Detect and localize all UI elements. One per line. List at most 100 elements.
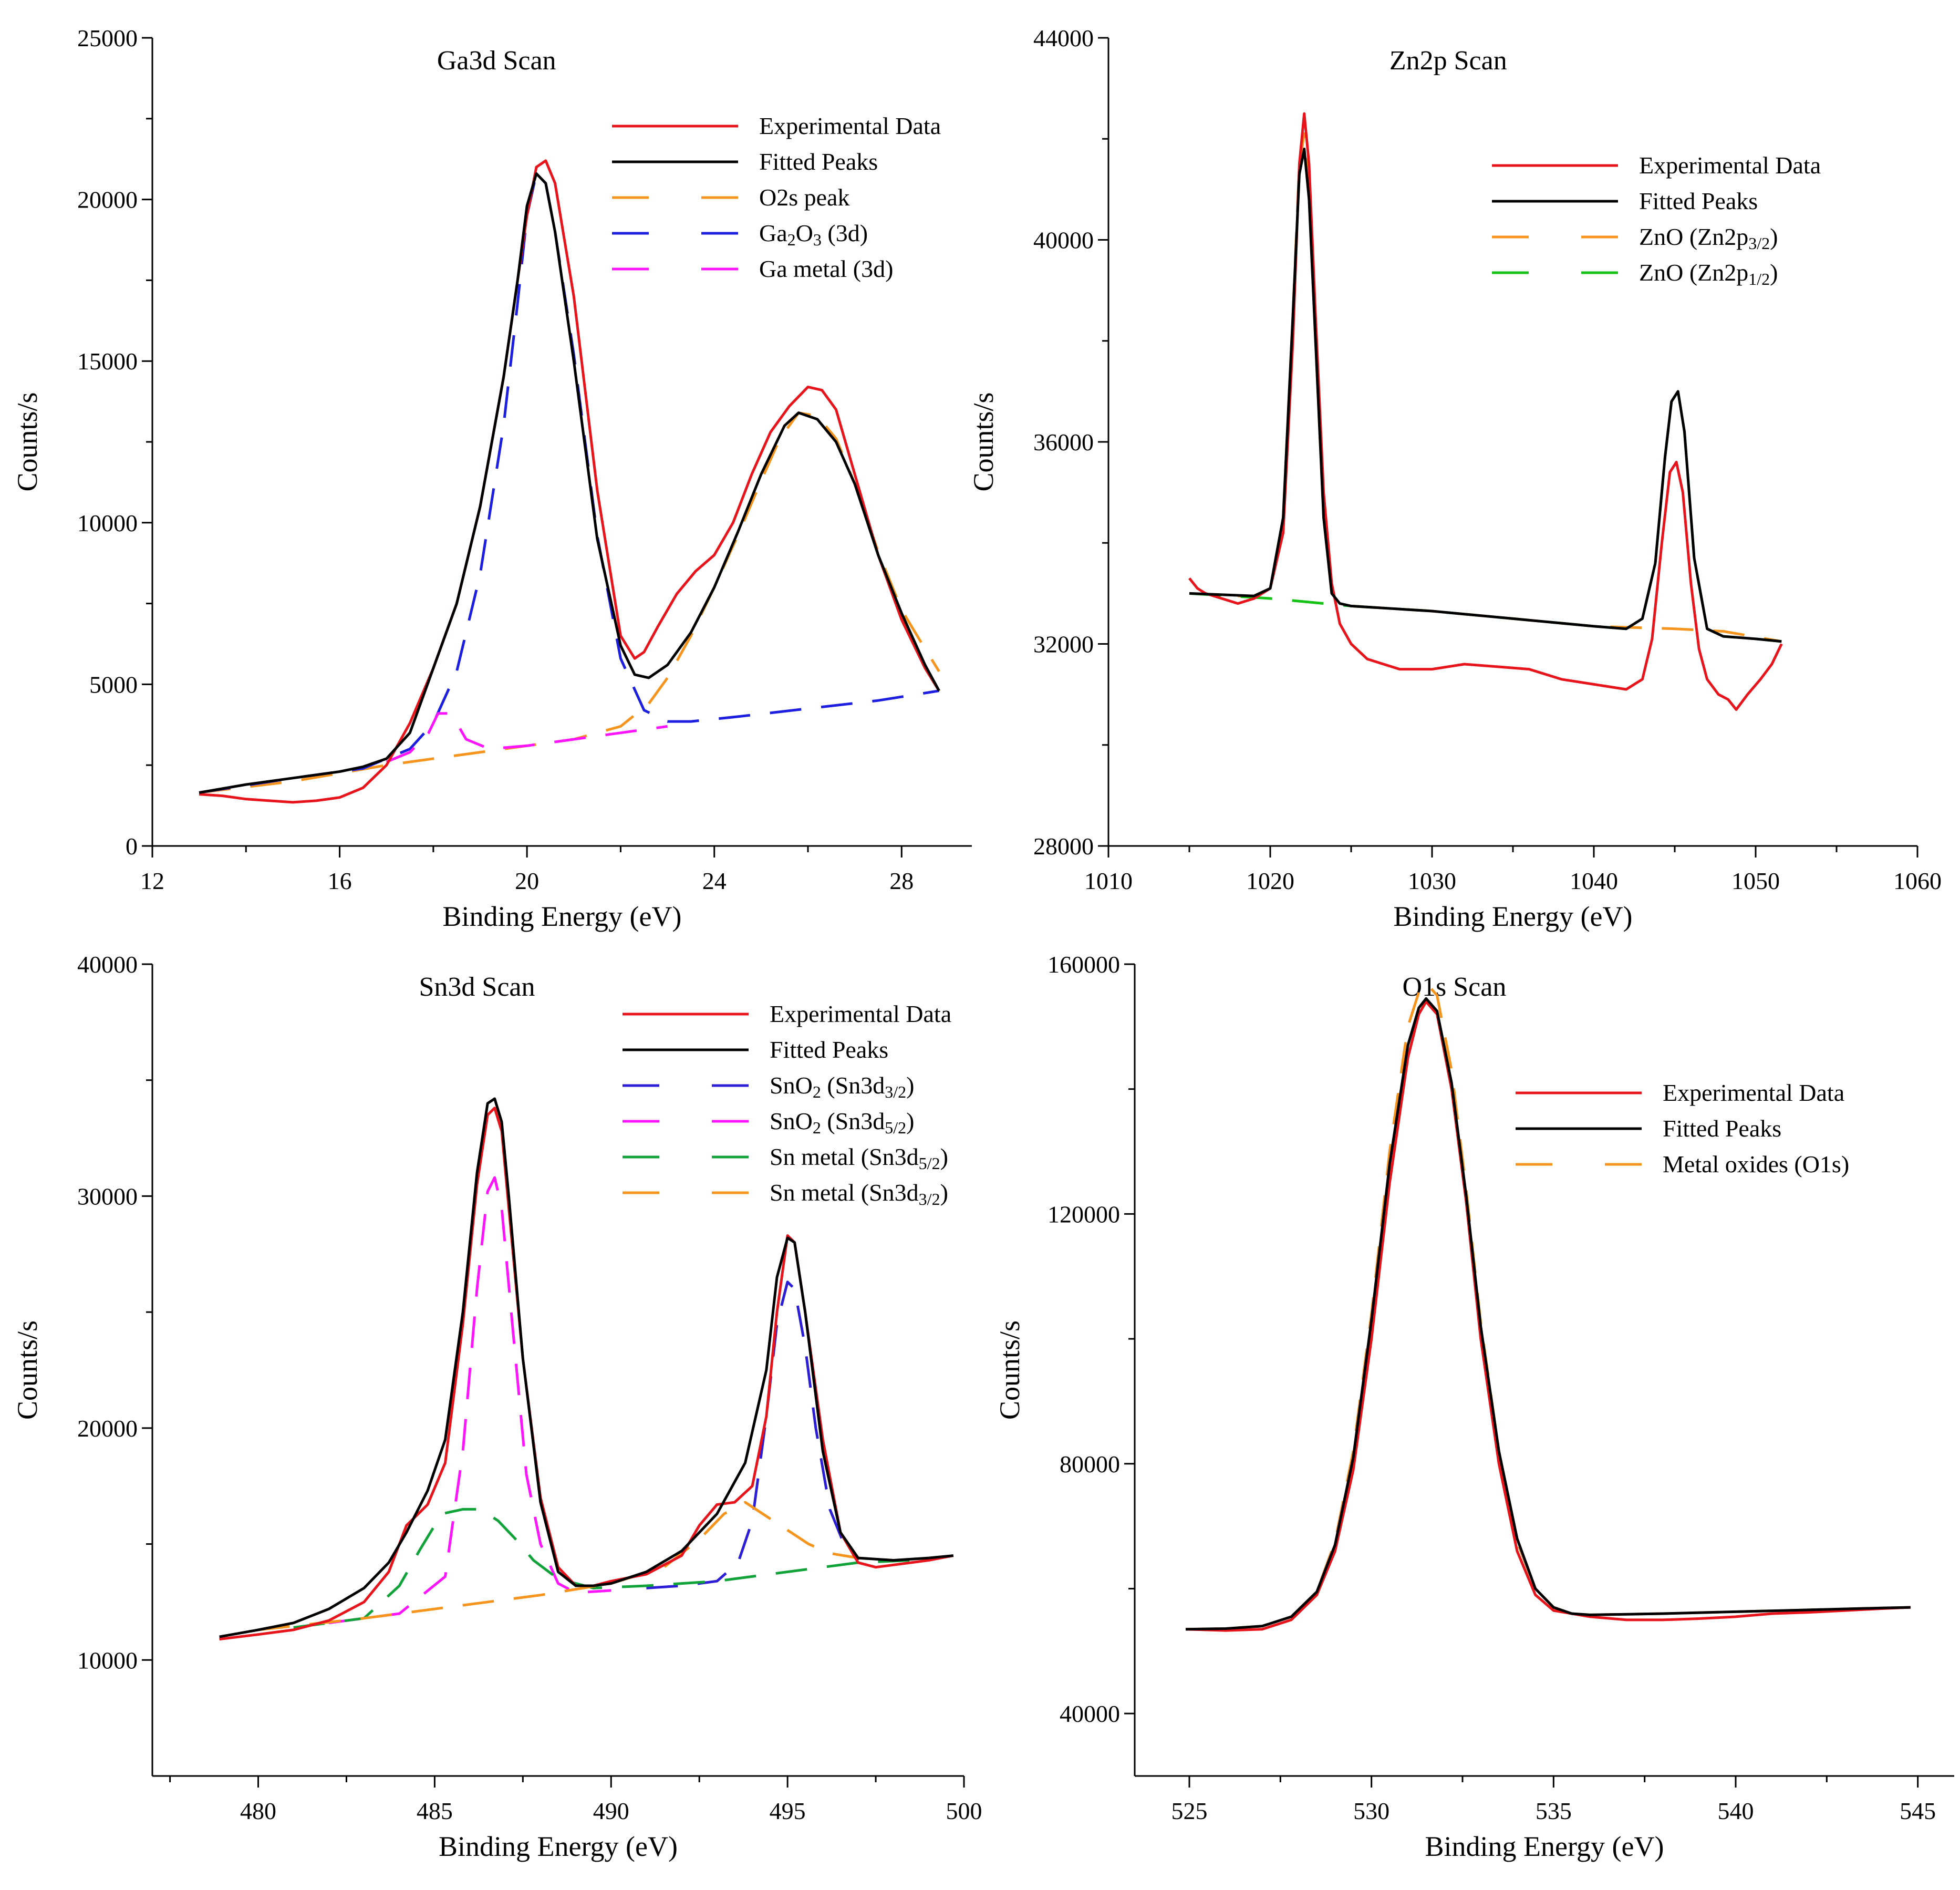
- x-tick-label: 1050: [1731, 867, 1780, 894]
- legend-label-part: Fitted Peaks: [1663, 1115, 1781, 1142]
- legend-label-ga2o3-3d: Ga2O3 (3d): [759, 220, 868, 249]
- y-tick-label: 40000: [77, 951, 138, 978]
- series-line-experimental-data: [1186, 1000, 1911, 1632]
- y-tick-label: 20000: [77, 187, 138, 213]
- x-tick-label: 490: [593, 1798, 629, 1824]
- legend-label-part: Experimental Data: [1639, 152, 1821, 179]
- legend-label-part: Experimental Data: [1663, 1079, 1844, 1106]
- legend-label-part: 3/2: [1748, 234, 1770, 253]
- y-tick-label: 44000: [1033, 25, 1094, 51]
- y-tick-label: 0: [126, 833, 138, 860]
- x-tick-label: 535: [1536, 1798, 1572, 1824]
- y-tick-label: 15000: [77, 348, 138, 375]
- x-tick-label: 1030: [1408, 867, 1456, 894]
- y-axis-title: Counts/s: [968, 392, 999, 491]
- legend-label-part: 3: [813, 230, 822, 249]
- legend-label-part: Ga: [759, 220, 787, 246]
- legend-label-part: Sn metal (Sn3d: [770, 1143, 919, 1170]
- legend-label-part: O2s peak: [759, 184, 849, 211]
- panel-title: Zn2p Scan: [1389, 46, 1507, 76]
- series-line-experimental-data: [1188, 112, 1783, 711]
- legend-label-part: 2: [787, 230, 796, 249]
- legend-label-metal-oxides-o1s: Metal oxides (O1s): [1663, 1151, 1849, 1178]
- legend-label-part: ): [906, 1072, 914, 1099]
- legend-label-part: 2: [813, 1082, 821, 1101]
- legend-label-part: Sn metal (Sn3d: [770, 1179, 919, 1206]
- y-tick-label: 40000: [1033, 227, 1094, 254]
- legend-label-part: Fitted Peaks: [759, 148, 878, 175]
- y-tick-label: 10000: [77, 1647, 138, 1674]
- legend-label-fitted-peaks: Fitted Peaks: [1639, 188, 1758, 214]
- x-tick-label: 20: [515, 867, 539, 894]
- legend-label-part: ): [940, 1143, 948, 1170]
- legend-label-part: ): [1770, 259, 1778, 286]
- x-tick-label: 545: [1900, 1798, 1936, 1824]
- legend-label-experimental-data: Experimental Data: [759, 112, 941, 139]
- x-tick-label: 16: [328, 867, 352, 894]
- legend-label-part: (Sn3d: [821, 1108, 885, 1134]
- y-axis-title: Counts/s: [12, 1320, 43, 1420]
- panel-sn3d-scan: 10000 20000 30000 40000 480 485 490 495 500 Bindi…: [12, 951, 982, 1862]
- series-line-sno2-sn3d5-2: [328, 1176, 611, 1625]
- x-tick-label: 1020: [1246, 867, 1294, 894]
- x-tick-label: 530: [1353, 1798, 1389, 1824]
- y-axis-title: Counts/s: [994, 1320, 1025, 1420]
- series-line-sno2-sn3d3-2: [646, 1280, 859, 1589]
- legend-label-part: Ga metal (3d): [759, 255, 893, 282]
- legend-label-part: 1/2: [1748, 270, 1770, 288]
- x-tick-label: 500: [946, 1798, 982, 1824]
- y-tick-label: 28000: [1033, 833, 1094, 860]
- y-axis-title: Counts/s: [12, 392, 43, 491]
- legend-label-sn-metal-sn3d3-2: Sn metal (Sn3d3/2): [770, 1179, 948, 1209]
- legend-label-part: (3d): [822, 220, 868, 246]
- y-tick-label: 10000: [77, 510, 138, 536]
- series-line-ga-metal-3d: [386, 712, 668, 763]
- legend-label-part: Metal oxides (O1s): [1663, 1151, 1849, 1178]
- x-tick-label: 495: [770, 1798, 806, 1824]
- y-tick-label: 20000: [77, 1415, 138, 1442]
- legend-label-part: ): [906, 1108, 914, 1134]
- y-tick-label: 80000: [1060, 1451, 1120, 1478]
- legend-label-part: 3/2: [919, 1190, 940, 1209]
- y-tick-label: 36000: [1033, 429, 1094, 456]
- series-line-fitted-peaks: [1186, 997, 1911, 1631]
- x-tick-label: 480: [240, 1798, 276, 1824]
- legend-label-part: SnO: [770, 1072, 813, 1099]
- x-tick-label: 1040: [1570, 867, 1618, 894]
- y-tick-label: 32000: [1033, 631, 1094, 658]
- y-tick-label: 5000: [89, 671, 138, 698]
- legend-label-part: 5/2: [885, 1118, 906, 1137]
- x-tick-label: 1060: [1893, 867, 1942, 894]
- x-axis-title: Binding Energy (eV): [443, 901, 682, 932]
- legend-label-part: (Sn3d: [821, 1072, 885, 1099]
- x-tick-label: 485: [417, 1798, 453, 1824]
- series-line-sn-metal-sn3d3-2: [258, 1501, 894, 1631]
- panel-title: O1s Scan: [1402, 972, 1506, 1002]
- legend-label-part: 3/2: [885, 1082, 906, 1101]
- x-tick-label: 24: [702, 867, 727, 894]
- legend-label-part: Fitted Peaks: [1639, 188, 1758, 214]
- legend-label-part: ZnO (Zn2p: [1639, 223, 1748, 250]
- y-tick-label: 30000: [77, 1183, 138, 1210]
- series-line-sn-metal-sn3d5-2: [293, 1507, 911, 1629]
- legend-label-part: SnO: [770, 1108, 813, 1134]
- panel-ga3d-scan: 0 5000 10000 15000 20000 25000 12 16 20 24 28 Bindi…: [12, 25, 972, 932]
- y-tick-label: 160000: [1048, 951, 1120, 978]
- legend-label-sn-metal-sn3d5-2: Sn metal (Sn3d5/2): [770, 1143, 948, 1173]
- legend-label-part: 2: [813, 1118, 821, 1137]
- y-tick-label: 120000: [1048, 1201, 1120, 1227]
- y-tick-label: 40000: [1060, 1700, 1120, 1727]
- series-line-fitted-peaks: [1189, 148, 1782, 643]
- legend-label-ga-metal-3d: Ga metal (3d): [759, 255, 893, 282]
- x-axis-title: Binding Energy (eV): [439, 1831, 678, 1862]
- legend-label-experimental-data: Experimental Data: [1663, 1079, 1844, 1106]
- legend-label-part: ): [940, 1179, 948, 1206]
- x-axis-title: Binding Energy (eV): [1394, 901, 1633, 932]
- x-tick-label: 540: [1718, 1798, 1754, 1824]
- legend-label-part: 5/2: [919, 1154, 940, 1173]
- legend-label-fitted-peaks: Fitted Peaks: [770, 1036, 888, 1063]
- series-line-fitted-peaks: [199, 172, 940, 794]
